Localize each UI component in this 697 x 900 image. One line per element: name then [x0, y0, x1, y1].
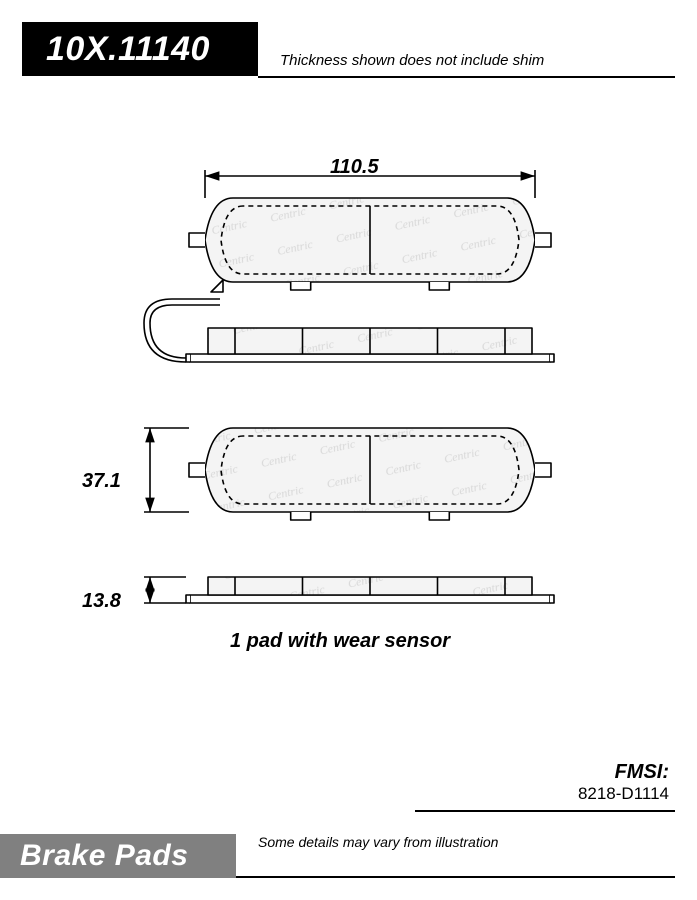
- dim-width-label: 110.5: [330, 156, 379, 179]
- category-bar: Brake Pads: [0, 834, 236, 878]
- fmsi-rule: [415, 810, 675, 812]
- fmsi-block: FMSI: 8218-D1114: [578, 761, 669, 804]
- dim-height-label: 37.1: [82, 470, 121, 493]
- dim-thick-label: 13.8: [82, 590, 121, 613]
- sensor-note: 1 pad with wear sensor: [230, 630, 450, 653]
- footer-rule: [236, 876, 675, 878]
- diagram-area: Centric 110.5 37.1 13.8 1 pad with wear …: [0, 120, 697, 740]
- part-number: 10X.11140: [46, 30, 210, 68]
- fmsi-label: FMSI:: [578, 761, 669, 784]
- fmsi-value: 8218-D1114: [578, 784, 669, 804]
- category-title: Brake Pads: [20, 839, 188, 872]
- thickness-note: Thickness shown does not include shim: [280, 52, 544, 69]
- footer-note: Some details may vary from illustration: [258, 834, 498, 850]
- part-number-bar: 10X.11140: [22, 22, 258, 76]
- header-rule: [258, 76, 675, 78]
